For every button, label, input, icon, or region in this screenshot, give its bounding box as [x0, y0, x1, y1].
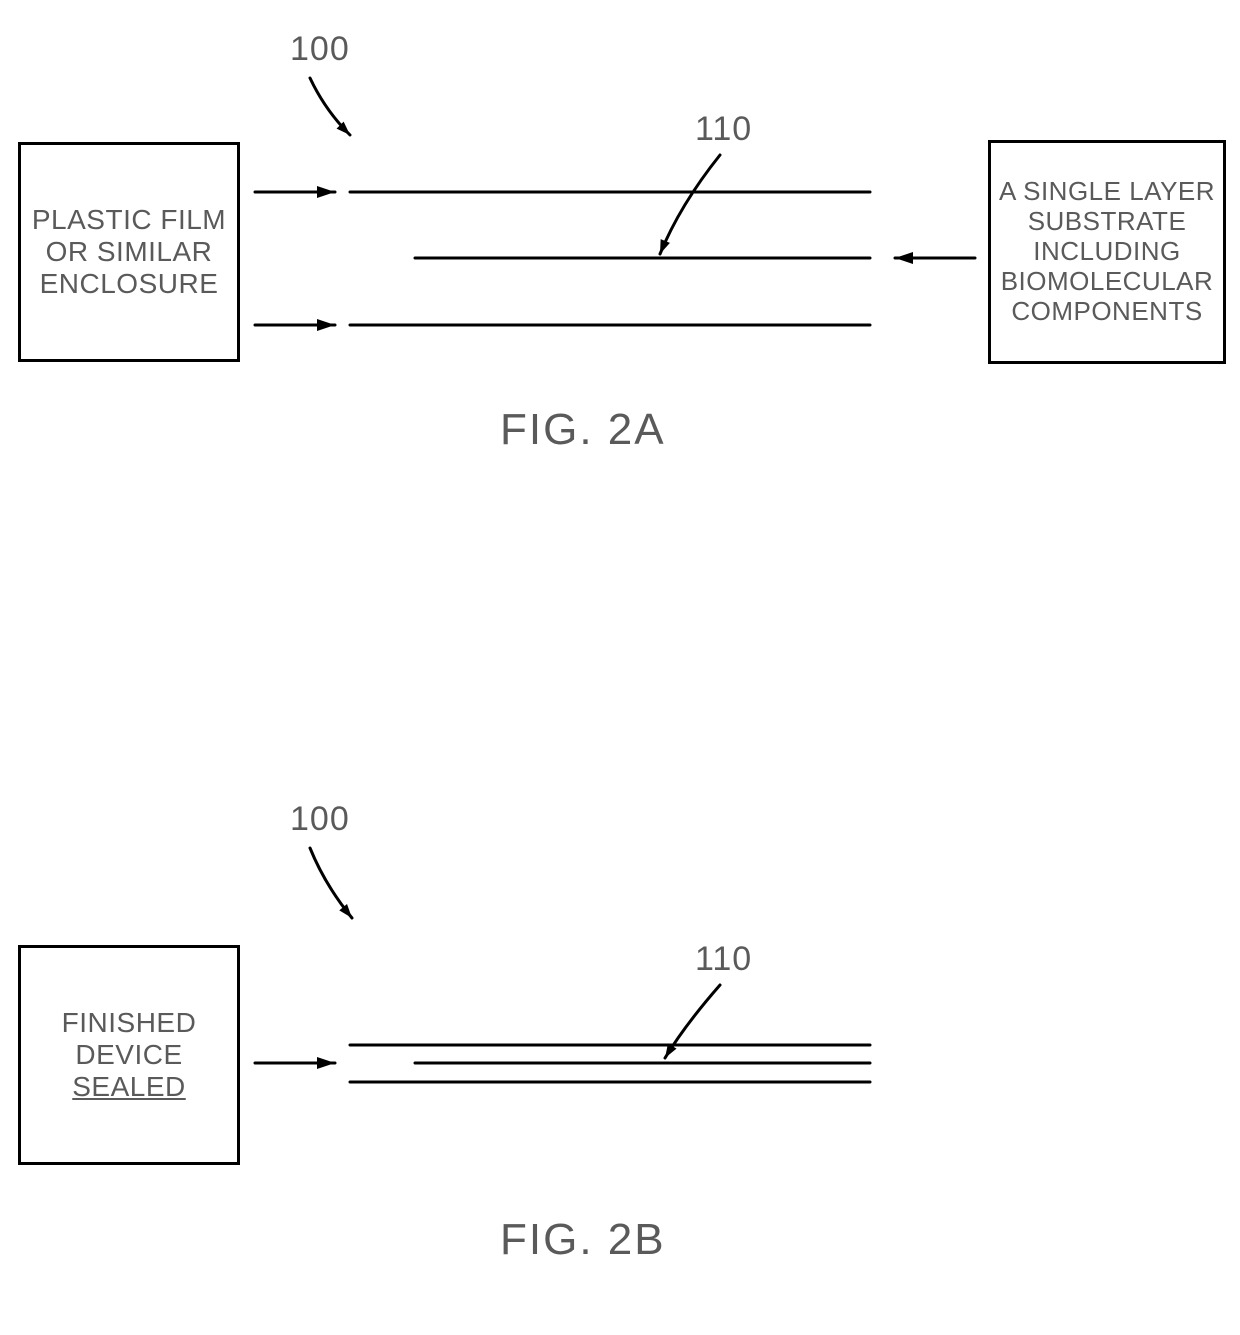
ref-label-110-a: 110: [695, 110, 752, 149]
figure-label-2b: FIG. 2B: [500, 1215, 666, 1265]
ref-label-110-b: 110: [695, 940, 752, 979]
box-finished-device-text: FINISHED DEVICE SEALED: [27, 1007, 231, 1104]
diagram-canvas: PLASTIC FILMOR SIMILARENCLOSURE A SINGLE…: [0, 0, 1240, 1335]
box-plastic-film-text: PLASTIC FILMOR SIMILARENCLOSURE: [32, 204, 226, 301]
finished-device-line2b: SEALED: [72, 1071, 186, 1102]
finished-device-line1: FINISHED: [62, 1007, 197, 1038]
finished-device-line2a: DEVICE: [75, 1039, 182, 1070]
ref-label-100-a: 100: [290, 30, 350, 69]
box-single-layer-substrate: A SINGLE LAYERSUBSTRATEINCLUDINGBIOMOLEC…: [988, 140, 1226, 364]
ref-label-100-b: 100: [290, 800, 350, 839]
box-finished-device: FINISHED DEVICE SEALED: [18, 945, 240, 1165]
figure-label-2a: FIG. 2A: [500, 405, 666, 455]
box-single-layer-substrate-text: A SINGLE LAYERSUBSTRATEINCLUDINGBIOMOLEC…: [999, 177, 1215, 326]
box-plastic-film: PLASTIC FILMOR SIMILARENCLOSURE: [18, 142, 240, 362]
